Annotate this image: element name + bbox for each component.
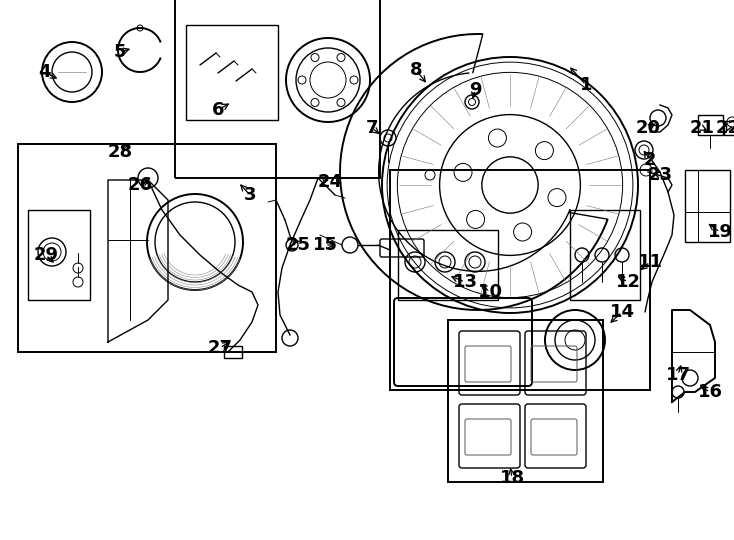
Text: 29: 29 (34, 246, 59, 264)
Text: 3: 3 (244, 186, 256, 204)
Bar (224, 346, 242, 358)
Text: 5: 5 (114, 43, 126, 61)
Text: 20: 20 (636, 119, 661, 137)
Text: 15: 15 (313, 236, 338, 254)
Text: 9: 9 (469, 81, 482, 99)
Bar (570, 210, 640, 300)
Bar (724, 121, 734, 135)
Text: 16: 16 (697, 383, 722, 401)
Text: 12: 12 (616, 273, 641, 291)
Text: 22: 22 (716, 119, 734, 137)
Text: 14: 14 (609, 303, 634, 321)
Text: 24: 24 (318, 173, 343, 191)
Bar (685, 170, 730, 242)
Text: 19: 19 (708, 223, 733, 241)
Bar (186, 25, 278, 120)
Text: 7: 7 (366, 119, 378, 137)
Text: 18: 18 (499, 469, 525, 487)
Bar (175, 0, 380, 178)
Text: 26: 26 (128, 176, 153, 194)
Bar (398, 230, 498, 300)
Text: 1: 1 (580, 76, 592, 94)
Text: 2: 2 (644, 151, 656, 169)
Bar (448, 320, 603, 482)
Text: 8: 8 (410, 61, 422, 79)
Text: 13: 13 (452, 273, 478, 291)
Text: 28: 28 (107, 143, 133, 161)
Bar (390, 170, 650, 390)
Text: 11: 11 (638, 253, 663, 271)
Text: 10: 10 (478, 283, 503, 301)
Text: 17: 17 (666, 366, 691, 384)
Bar (698, 115, 723, 135)
Text: 27: 27 (208, 339, 233, 357)
Bar (28, 210, 90, 300)
Text: 23: 23 (647, 166, 672, 184)
Text: 4: 4 (37, 63, 50, 81)
Text: 21: 21 (689, 119, 714, 137)
Text: 25: 25 (286, 236, 310, 254)
Text: 6: 6 (211, 101, 225, 119)
Bar (18, 144, 276, 352)
